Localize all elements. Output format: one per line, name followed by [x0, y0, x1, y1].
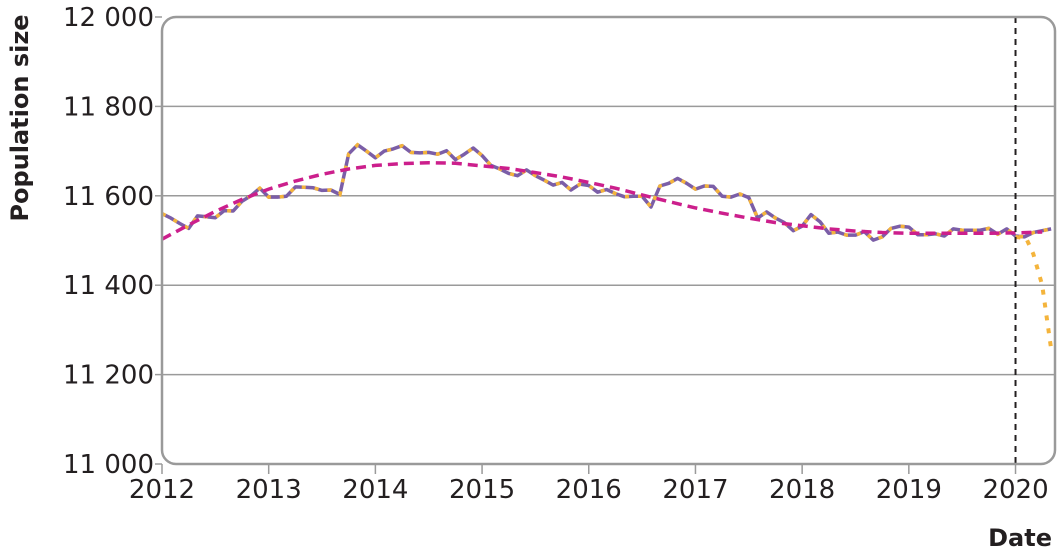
x-tick-labels: 2012 2013 2014 2015 2016 2017 2018 2019 2020 — [129, 464, 1049, 505]
x-axis-title: Date — [988, 524, 1052, 552]
y-tick-labels: 11 000 11 200 11 400 11 600 11 800 12 000 — [63, 3, 162, 480]
x-tick-label: 2015 — [449, 475, 515, 505]
y-tick-label: 11 000 — [63, 450, 154, 480]
series-lines — [161, 142, 1054, 349]
y-tick-label: 11 400 — [63, 271, 154, 301]
x-tick-label: 2014 — [342, 475, 408, 505]
y-axis-title: Population size — [6, 14, 34, 221]
y-tick-label: 12 000 — [63, 3, 154, 33]
gridlines — [162, 105, 1055, 376]
x-tick-label: 2013 — [236, 475, 302, 505]
y-tick-label: 11 200 — [63, 361, 154, 391]
x-tick-label: 2012 — [129, 475, 195, 505]
trend-series-line — [161, 160, 1043, 241]
y-tick-label: 11 600 — [63, 182, 154, 212]
x-tick-label: 2019 — [876, 475, 942, 505]
model-projection-line — [1015, 234, 1054, 349]
x-tick-label: 2018 — [769, 475, 835, 505]
model-fit-overlay — [161, 142, 1052, 243]
y-tick-label: 11 800 — [63, 92, 154, 122]
plot-frame — [160, 15, 1057, 466]
x-tick-label: 2017 — [662, 475, 728, 505]
x-tick-label: 2016 — [556, 475, 622, 505]
observed-series-line — [161, 143, 1052, 242]
x-tick-label: 2020 — [982, 475, 1048, 505]
